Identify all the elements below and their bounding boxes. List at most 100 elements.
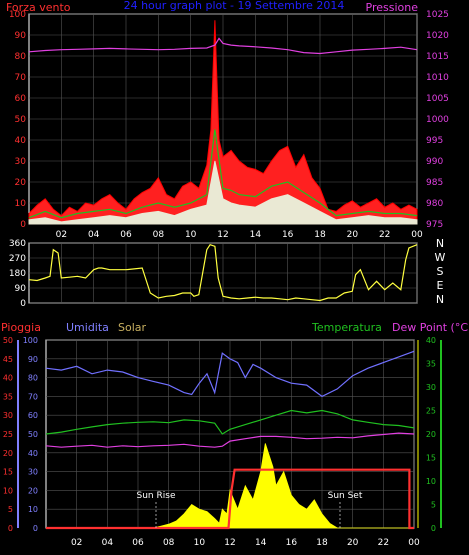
series-group [28, 20, 418, 225]
humidity-tick-label: 60 [28, 411, 38, 420]
x-tick-label: 06 [132, 538, 144, 548]
x-tick-label: 20 [347, 538, 359, 548]
wind-average-area [28, 160, 418, 225]
x-tick-label: 22 [378, 538, 389, 548]
humidity-tick-label: 80 [28, 374, 38, 383]
temperature-tick-label: 25 [426, 407, 436, 416]
compass-letter: S [437, 265, 444, 278]
rain-axis-ticks: 0 5 10 15 20 25 30 35 40 45 50 [3, 336, 13, 533]
rain-tick-label: 45 [3, 355, 13, 364]
x-tick-label: 20 [347, 230, 359, 240]
x-tick-label: 18 [316, 538, 328, 548]
rain-tick-label: 50 [3, 336, 13, 345]
humidity-label: Umidita [66, 321, 109, 334]
x-tick-label: 08 [153, 230, 165, 240]
compass-letter: W [435, 251, 446, 264]
rain-tick-label: 20 [3, 449, 13, 458]
humidity-axis-ticks: 0 10 20 30 40 50 60 70 80 90 100 [23, 336, 38, 533]
sun-rise-annotation: Sun Rise [137, 491, 176, 501]
rain-line [46, 468, 414, 530]
compass-letter: E [437, 279, 444, 292]
x-tick-label: 10 [194, 538, 206, 548]
temperature-tick-label: 15 [426, 454, 436, 463]
dew-point-label: Dew Point (°C) [392, 321, 469, 334]
left-tick-label: 100 [9, 10, 26, 20]
x-tick-label: 00 [408, 538, 420, 548]
left-tick-label: 70 [15, 73, 27, 83]
series-group [28, 243, 418, 302]
left-tick-label: 20 [15, 178, 27, 188]
temperature-tick-label: 0 [431, 524, 436, 533]
right-tick-label: 1015 [426, 52, 449, 62]
direction-tick-label: 180 [9, 269, 26, 279]
x-tick-label: 12 [217, 230, 228, 240]
rain-tick-label: 15 [3, 468, 13, 477]
right-tick-label: 1020 [426, 31, 449, 41]
x-tick-label: 16 [282, 230, 294, 240]
rain-tick-label: 35 [3, 392, 13, 401]
wind-mid-line [28, 129, 418, 219]
direction-tick-label: 360 [9, 239, 26, 249]
temperature-axis-ticks: 0 5 10 15 20 25 30 35 40 [426, 336, 436, 533]
x-tick-label: 18 [314, 230, 326, 240]
left-tick-label: 90 [15, 31, 27, 41]
x-tick-label: 12 [224, 538, 235, 548]
pressure-line [28, 37, 418, 55]
direction-tick-label: 90 [15, 284, 27, 294]
series-group [45, 350, 415, 530]
temperature-tick-label: 40 [426, 336, 436, 345]
x-tick-label: 04 [88, 230, 100, 240]
humidity-tick-label: 20 [28, 486, 38, 495]
right-tick-label: 1010 [426, 73, 449, 83]
temperature-tick-label: 10 [426, 477, 436, 486]
left-tick-label: 80 [15, 52, 27, 62]
right-tick-label: 1000 [426, 115, 449, 125]
sun-set-annotation: Sun Set [328, 491, 363, 501]
x-tick-label: 06 [120, 230, 132, 240]
x-tick-label: 02 [56, 230, 67, 240]
x-tick-label: 14 [250, 230, 262, 240]
temperature-tick-label: 35 [426, 360, 436, 369]
temperature-line [45, 409, 415, 435]
right-axis-label: Pressione [366, 1, 419, 14]
x-tick-label: 04 [102, 538, 114, 548]
direction-tick-label: 270 [9, 254, 26, 264]
left-tick-label: 60 [15, 94, 27, 104]
x-tick-label: 22 [379, 230, 390, 240]
x-axis-ticks: 02 04 06 08 10 12 14 16 18 20 22 00 [71, 538, 420, 548]
humidity-tick-label: 0 [33, 524, 38, 533]
x-tick-label: 10 [185, 230, 197, 240]
solar-label: Solar [118, 321, 147, 334]
humidity-tick-label: 90 [28, 355, 38, 364]
rain-tick-label: 0 [8, 524, 13, 533]
dew-point-line [45, 432, 415, 448]
humidity-tick-label: 30 [28, 468, 38, 477]
left-tick-label: 50 [15, 115, 27, 125]
rain-tick-label: 5 [8, 505, 13, 514]
left-tick-label: 30 [15, 157, 27, 167]
left-axis-ticks: 0 10 20 30 40 50 60 70 80 90 100 [9, 10, 26, 230]
left-tick-label: 40 [15, 136, 27, 146]
temperature-tick-label: 30 [426, 383, 436, 392]
x-axis-ticks: 02 04 06 08 10 12 14 16 18 20 22 00 [56, 230, 423, 240]
left-axis-label: Forza vento [6, 1, 71, 14]
temperature-tick-label: 5 [431, 501, 436, 510]
rain-tick-label: 25 [3, 430, 13, 439]
humidity-tick-label: 100 [23, 336, 38, 345]
x-tick-label: 14 [255, 538, 267, 548]
left-axis-ticks: 0 90 180 270 360 [9, 239, 26, 309]
right-tick-label: 985 [426, 178, 443, 188]
compass-letter: N [436, 293, 444, 306]
right-tick-label: 995 [426, 136, 443, 146]
direction-tick-label: 0 [20, 299, 26, 309]
right-tick-label: 990 [426, 157, 443, 167]
x-tick-label: 16 [286, 538, 298, 548]
chart-title: 24 hour graph plot - 19 Settembre 2014 [124, 0, 345, 12]
humidity-tick-label: 50 [28, 430, 38, 439]
